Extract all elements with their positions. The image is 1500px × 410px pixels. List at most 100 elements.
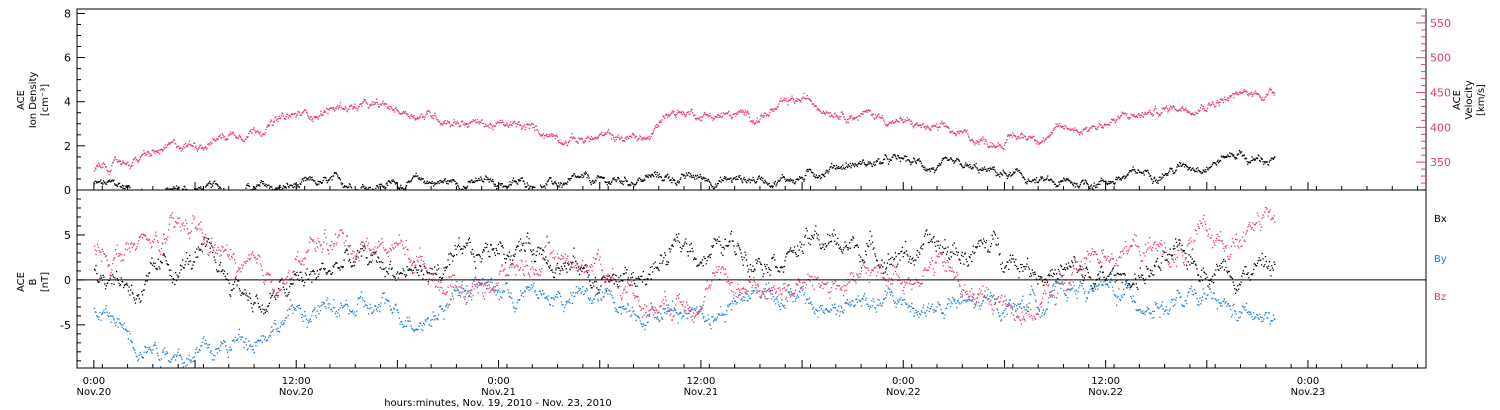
velocity-series-point xyxy=(787,104,789,106)
bx-series-point xyxy=(415,266,417,269)
ion-density-series-point xyxy=(726,179,728,181)
velocity-series-point xyxy=(699,119,701,121)
bx-series-point xyxy=(1003,271,1005,273)
velocity-series-point xyxy=(1244,91,1246,93)
bx-series-point xyxy=(459,245,461,248)
ion-density-series-point xyxy=(102,183,104,185)
ion-density-series-point xyxy=(542,186,544,188)
velocity-series-point xyxy=(388,105,390,107)
bx-series-point xyxy=(661,262,663,264)
velocity-series-point xyxy=(753,123,756,125)
velocity-series-point xyxy=(249,130,251,132)
ion-density-series-point xyxy=(946,157,948,159)
ion-density-series-point xyxy=(795,178,797,180)
velocity-series-point xyxy=(748,113,750,115)
bx-series-point xyxy=(1141,274,1144,276)
ion-density-series-point xyxy=(864,163,866,166)
velocity-series-point xyxy=(614,136,617,138)
bx-series-point xyxy=(528,238,530,240)
ion-density-series-point xyxy=(169,188,171,190)
velocity-series-point xyxy=(394,108,396,110)
bx-series-point xyxy=(981,241,983,244)
velocity-series-point xyxy=(1203,108,1205,110)
ion-density-series-point xyxy=(487,178,490,181)
velocity-series-point xyxy=(589,138,591,140)
bx-series-point xyxy=(1172,248,1174,250)
bx-series-point xyxy=(532,249,534,251)
velocity-series-point xyxy=(1016,137,1018,140)
bx-series-point xyxy=(793,249,795,252)
bx-series-point xyxy=(1074,257,1076,259)
ion-density-series-point xyxy=(682,174,684,176)
ion-density-series-point xyxy=(1110,182,1112,184)
ion-density-series-point xyxy=(820,177,822,179)
velocity-series-point xyxy=(1055,123,1057,125)
velocity-series-point xyxy=(1015,138,1018,141)
velocity-series-point xyxy=(978,143,980,146)
velocity-series-point xyxy=(938,126,940,128)
velocity-series-point xyxy=(1216,100,1218,102)
bx-series-point xyxy=(185,260,187,263)
bx-series-point xyxy=(961,251,963,254)
velocity-series-point xyxy=(666,114,668,116)
bx-series-point xyxy=(1100,266,1102,269)
ion-density-series-point xyxy=(387,184,389,186)
ion-density-series-point xyxy=(914,160,916,162)
velocity-series-point xyxy=(741,111,743,113)
velocity-series-point xyxy=(642,139,644,141)
ion-density-series-point xyxy=(614,179,616,181)
velocity-series-point xyxy=(485,123,487,125)
ion-density-series-point xyxy=(729,177,731,179)
bx-series-point xyxy=(1079,265,1081,267)
velocity-series-point xyxy=(583,141,585,144)
velocity-series-point xyxy=(674,114,676,117)
ion-density-series-point xyxy=(121,186,123,188)
velocity-series-point xyxy=(1200,104,1202,106)
velocity-series-point xyxy=(1217,102,1219,104)
ion-density-series-point xyxy=(650,176,652,178)
velocity-series-point xyxy=(966,129,968,131)
bx-series-point xyxy=(423,265,426,267)
ion-density-series-point xyxy=(1013,171,1015,173)
bx-series-point xyxy=(1216,263,1218,266)
velocity-series-point xyxy=(675,116,677,118)
ion-density-series-point xyxy=(692,176,694,178)
ion-density-series-point xyxy=(1125,175,1127,178)
velocity-series-point xyxy=(604,132,606,134)
velocity-series-point xyxy=(115,158,117,161)
velocity-series-point xyxy=(701,116,704,118)
velocity-series-point xyxy=(1088,130,1090,132)
velocity-series-point xyxy=(437,119,439,121)
velocity-series-point xyxy=(716,116,718,118)
bx-series-point xyxy=(741,259,744,261)
ion-density-series-point xyxy=(1205,171,1207,173)
velocity-series-point xyxy=(821,112,823,114)
ion-density-series-point xyxy=(108,180,110,182)
velocity-series-point xyxy=(532,123,535,126)
ion-density-series-point xyxy=(652,174,654,176)
bx-series-point xyxy=(727,245,729,247)
velocity-series-point xyxy=(383,104,385,106)
bx-series-point xyxy=(253,302,255,304)
bx-series-point xyxy=(561,267,563,269)
ion-density-series-point xyxy=(687,174,689,177)
bx-series-point xyxy=(125,283,127,286)
bx-series-point xyxy=(786,252,789,254)
velocity-series-point xyxy=(844,119,847,121)
ion-density-series-point xyxy=(395,181,397,184)
ion-density-series-point xyxy=(344,185,346,187)
velocity-series-point xyxy=(353,107,355,109)
velocity-series-point xyxy=(1252,95,1254,97)
velocity-series-point xyxy=(312,118,314,120)
ion-density-series-point xyxy=(653,172,656,174)
velocity-series-point xyxy=(193,142,196,144)
velocity-series-point xyxy=(362,101,364,103)
velocity-series-point xyxy=(489,123,491,125)
velocity-series-point xyxy=(776,108,778,110)
velocity-series-point xyxy=(385,103,387,105)
ion-density-series-point xyxy=(669,179,672,181)
ion-density-series-point xyxy=(839,167,841,169)
ion-density-series-point xyxy=(596,175,599,177)
ion-density-series-point xyxy=(1111,181,1113,183)
ion-density-series-point xyxy=(1189,166,1191,169)
